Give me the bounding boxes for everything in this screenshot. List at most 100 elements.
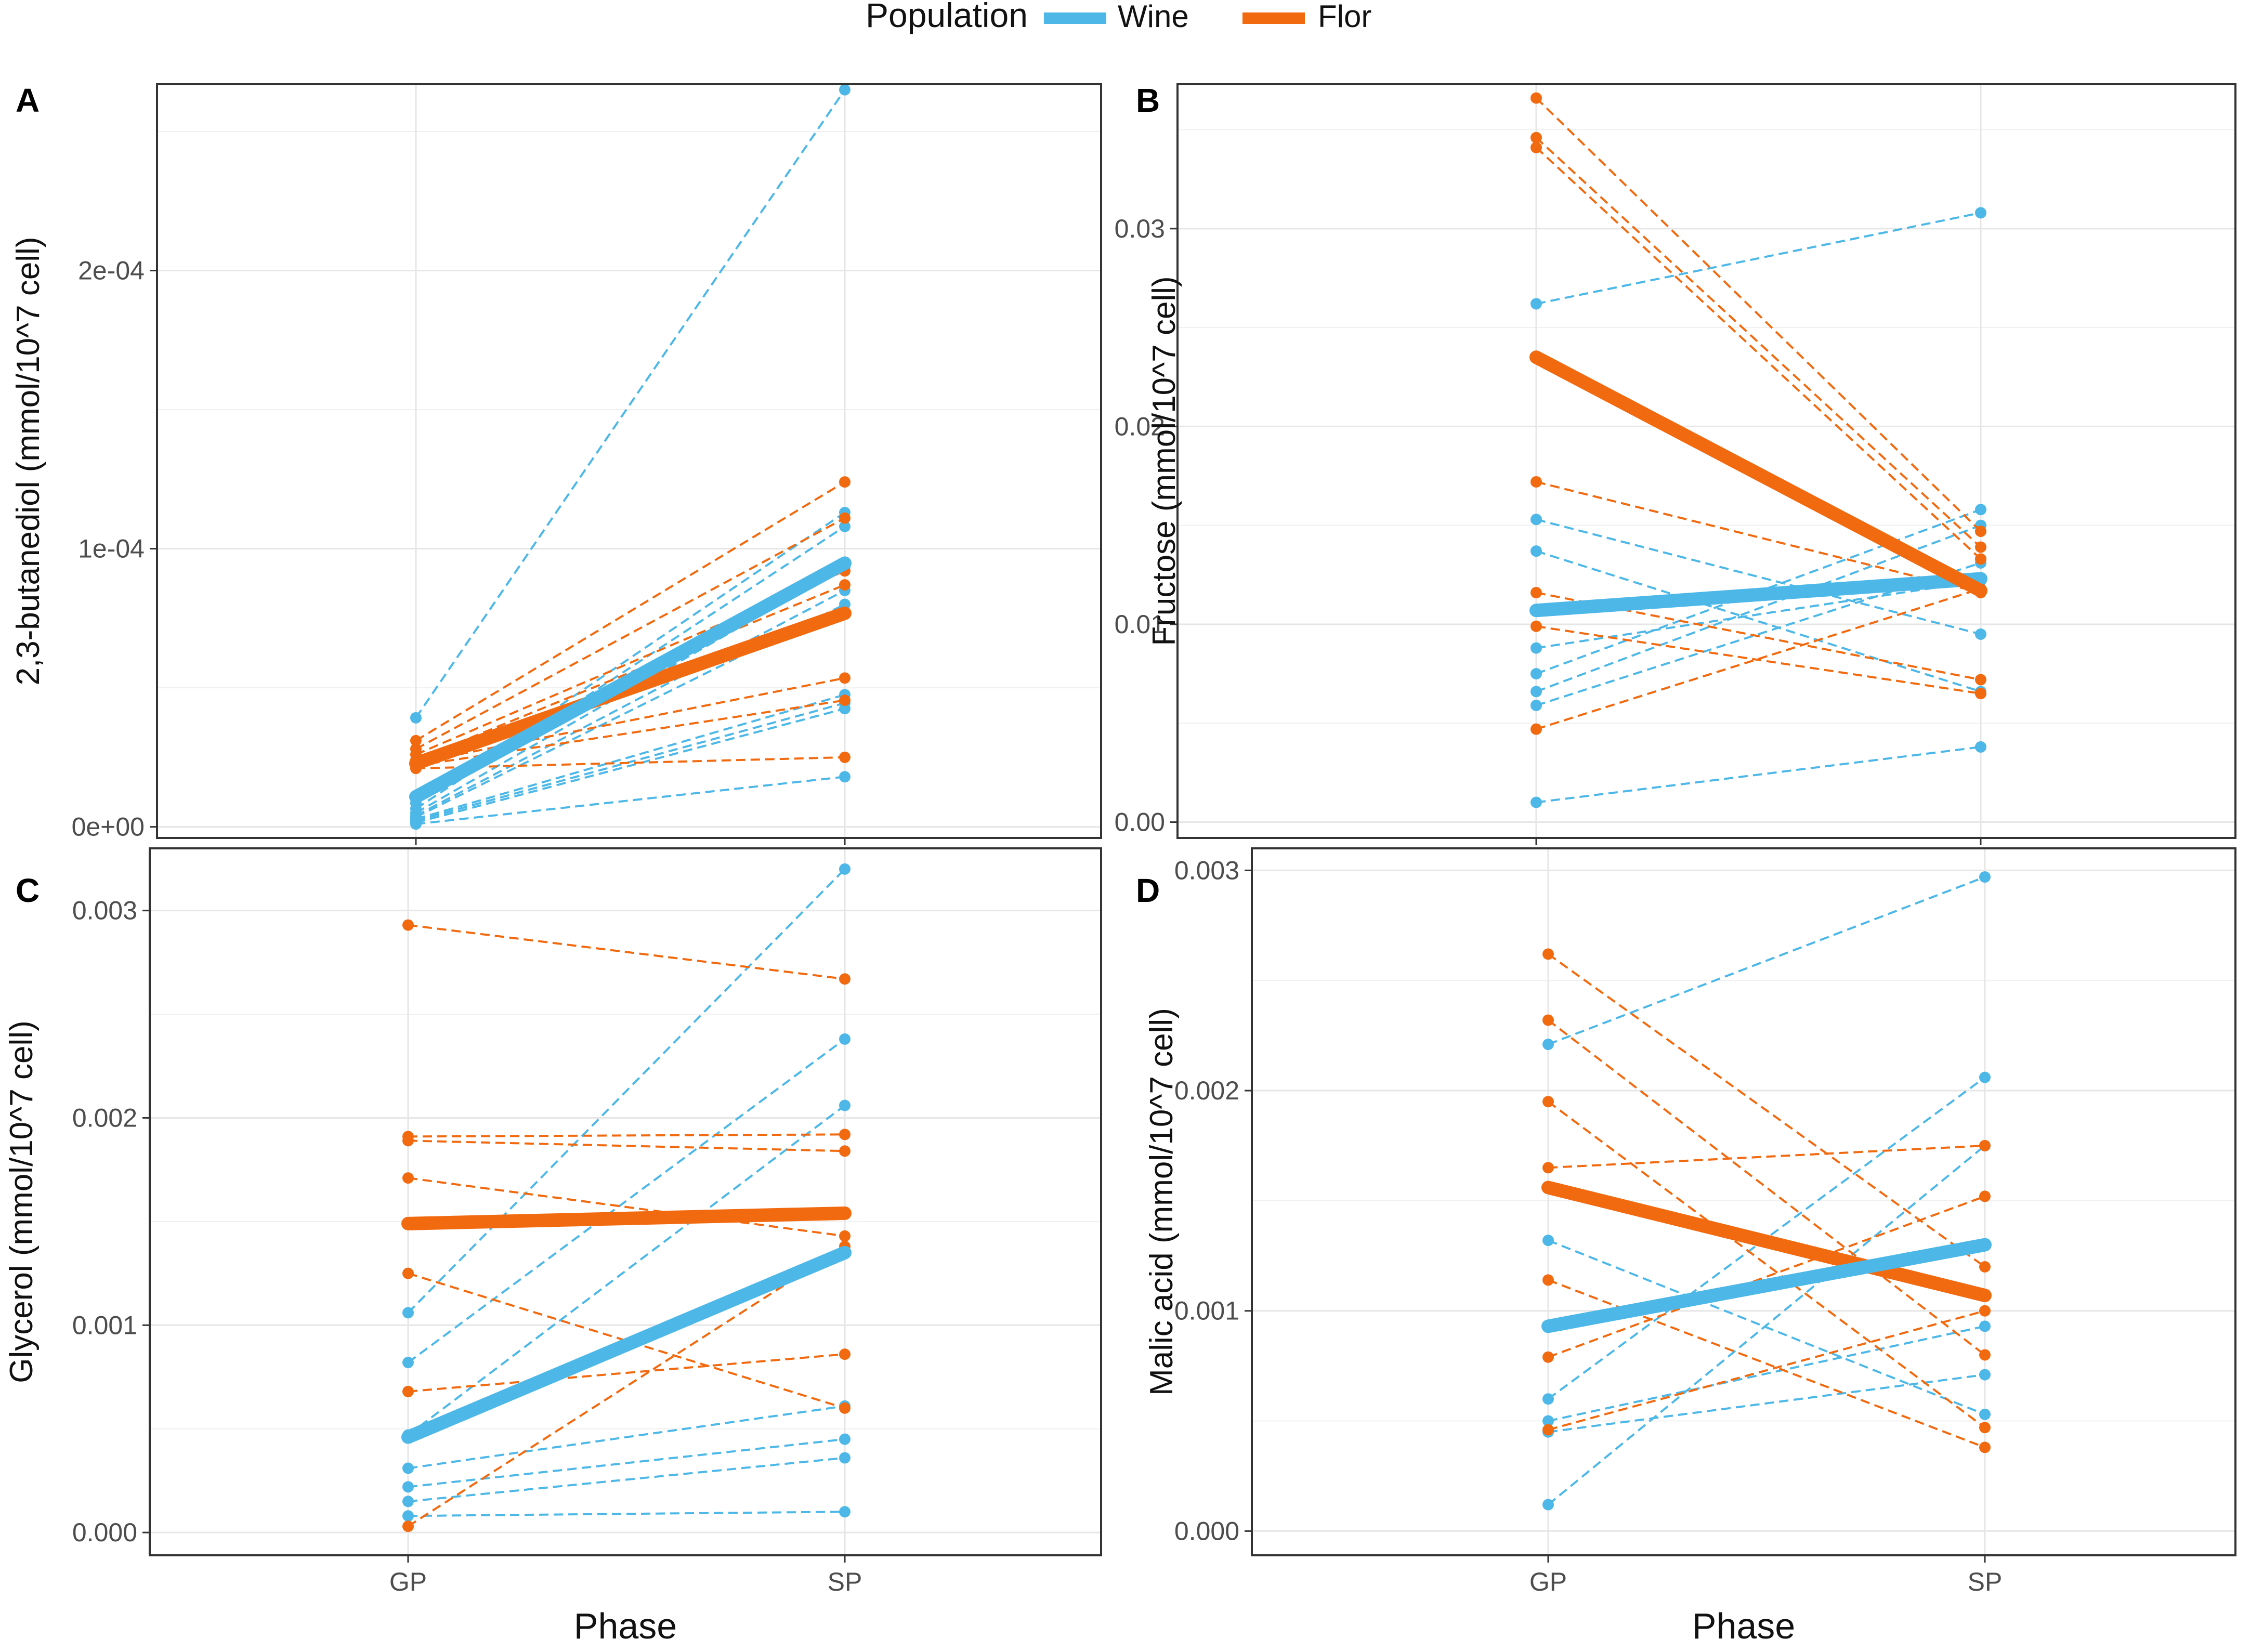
x-axis-title: Phase xyxy=(1692,1606,1795,1646)
wine-point-sp xyxy=(1975,628,1986,640)
y-tick-label: 0e+00 xyxy=(72,812,145,842)
panel-letter: B xyxy=(1136,82,1160,119)
flor-strain-line xyxy=(408,1139,845,1152)
wine-strain-line xyxy=(408,1405,845,1470)
wine-point-sp xyxy=(839,1433,851,1445)
wine-point-gp xyxy=(410,818,422,830)
flor-point-sp xyxy=(839,1348,851,1360)
flor-point-gp xyxy=(1530,476,1542,488)
y-tick-label: 0.001 xyxy=(72,1310,137,1340)
flor-strain-line xyxy=(1536,481,1981,594)
flor-point-gp xyxy=(1542,1162,1554,1174)
wine-strain-line xyxy=(1548,1325,1985,1422)
flor-point-gp xyxy=(402,1172,414,1184)
flor-point-gp xyxy=(1530,141,1542,153)
flor-point-gp xyxy=(1530,92,1542,104)
wine-strain-line xyxy=(407,1038,846,1363)
wine-mean-line xyxy=(401,1245,852,1444)
flor-point-sp xyxy=(1975,541,1986,553)
flor-point-sp xyxy=(839,512,851,524)
flor-strain-line xyxy=(415,481,846,742)
flor-point-sp xyxy=(1975,553,1986,565)
wine-point-gp xyxy=(1542,1235,1554,1247)
flor-mean-line xyxy=(401,1206,852,1230)
panel-b: 0.00 0.01 0.02 0.03 Fructose (mmol/10^7 cell… xyxy=(1115,82,2236,845)
wine-strain-line xyxy=(1536,550,1981,693)
flor-point-gp xyxy=(1542,948,1554,960)
flor-point-gp xyxy=(410,735,422,746)
wine-strain-line xyxy=(407,1104,846,1436)
y-tick-label: 2e-04 xyxy=(78,256,145,285)
x-tick-label: SP xyxy=(1968,1567,2003,1596)
y-tick-label: 0.002 xyxy=(1174,1076,1239,1105)
wine-strain-line xyxy=(415,693,845,820)
panel-border xyxy=(149,847,1102,1556)
wine-point-sp xyxy=(1979,1320,1991,1332)
wine-point-sp xyxy=(1979,1071,1991,1083)
flor-strain-line xyxy=(415,570,845,756)
y-tick-label: 0.000 xyxy=(1174,1516,1239,1545)
wine-strain-line xyxy=(1548,876,1985,1045)
flor-mean-line xyxy=(1529,350,1987,598)
wine-point-sp xyxy=(839,1033,851,1045)
y-tick-label: 1e-04 xyxy=(78,534,145,563)
y-axis-label: Glycerol (mmol/10^7 cell) xyxy=(4,1020,40,1383)
flor-point-gp xyxy=(1530,620,1542,632)
wine-point-gp xyxy=(1542,1393,1554,1405)
wine-point-sp xyxy=(839,703,851,715)
wine-point-gp xyxy=(1530,642,1542,654)
wine-point-gp xyxy=(1542,1499,1554,1511)
panel-a: 0e+00 1e-04 2e-04 2,3-butanediol (mmol/10^7… xyxy=(10,82,1102,845)
flor-strain-line xyxy=(408,924,845,980)
panel-border xyxy=(1176,83,2236,839)
flor-strain-line xyxy=(1535,137,1982,548)
flor-strain-line xyxy=(1547,953,1986,1268)
flor-strain-line xyxy=(415,517,845,750)
legend-key-flor xyxy=(1242,12,1305,24)
y-tick-label: 0.01 xyxy=(1115,610,1165,639)
wine-point-sp xyxy=(1979,1369,1991,1381)
wine-point-sp xyxy=(1975,741,1986,753)
x-tick-label: GP xyxy=(1529,1567,1567,1596)
wine-point-sp xyxy=(839,1099,851,1111)
y-axis-label: Fructose (mmol/10^7 cell) xyxy=(1146,276,1182,646)
wine-strain-line xyxy=(1536,518,1981,635)
wine-point-gp xyxy=(1530,686,1542,698)
flor-point-sp xyxy=(839,476,851,488)
flor-strain-line xyxy=(1548,1195,1985,1358)
wine-point-gp xyxy=(402,1357,414,1369)
panel-c: 0.000 0.001 0.002 0.003 GP SP Phase Glycerol (m… xyxy=(4,847,1102,1646)
wine-point-sp xyxy=(1979,1408,1991,1420)
wine-point-gp xyxy=(1530,298,1542,310)
flor-point-sp xyxy=(839,1129,851,1140)
flor-point-gp xyxy=(1542,1274,1554,1286)
flor-point-gp xyxy=(1542,1424,1554,1436)
y-axis-label: Malic acid (mmol/10^7 cell) xyxy=(1144,1008,1180,1396)
legend-label-flor: Flor xyxy=(1318,0,1371,34)
flor-mean-line xyxy=(409,606,852,770)
flor-strain-line xyxy=(1535,147,1982,560)
flor-point-sp xyxy=(839,579,851,591)
wine-strain-line xyxy=(1536,745,1981,804)
flor-point-sp xyxy=(839,694,851,706)
y-axis-label: 2,3-butanediol (mmol/10^7 cell) xyxy=(10,237,46,685)
flor-point-gp xyxy=(402,919,414,931)
panel-border xyxy=(1251,847,2236,1556)
panel-letter: A xyxy=(16,82,40,119)
wine-strain-line xyxy=(408,1457,845,1503)
wine-point-gp xyxy=(1542,1415,1554,1427)
flor-point-gp xyxy=(402,1385,414,1397)
wine-strain-line xyxy=(1547,1145,1986,1506)
flor-point-sp xyxy=(839,1402,851,1414)
legend-title: Population xyxy=(866,0,1028,34)
wine-point-sp xyxy=(1979,871,1991,883)
wine-strain-line xyxy=(1536,562,1981,706)
wine-point-sp xyxy=(839,771,851,783)
wine-point-gp xyxy=(402,1496,414,1507)
y-tick-label: 0.000 xyxy=(72,1518,137,1547)
wine-strain-line xyxy=(408,1511,845,1517)
y-tick-label: 0.003 xyxy=(1174,856,1239,885)
wine-strain-line xyxy=(415,589,845,817)
flor-point-gp xyxy=(1530,587,1542,599)
wine-point-gp xyxy=(1530,545,1542,557)
